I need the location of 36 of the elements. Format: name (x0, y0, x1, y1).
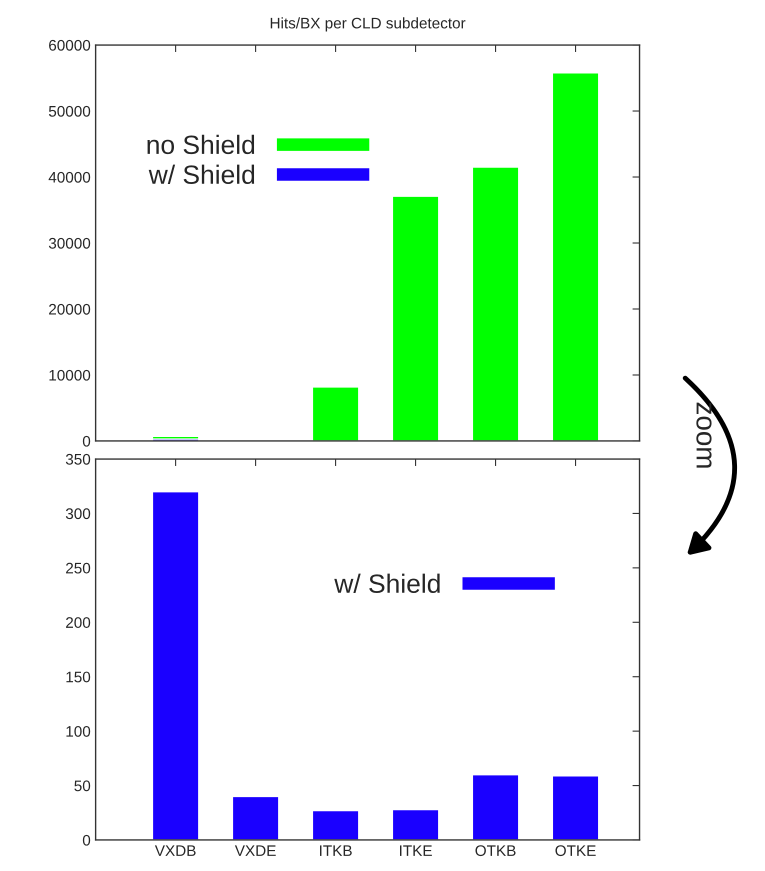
y-tick-label: 50000 (48, 106, 90, 117)
x-tick-label: ITKB (320, 845, 352, 856)
y-tick-label: 40000 (48, 172, 90, 183)
bar (312, 810, 360, 840)
y-tick-label: 350 (66, 454, 90, 465)
bar (152, 490, 200, 840)
y-tick-label: 150 (66, 672, 90, 682)
bar (552, 775, 600, 840)
y-tick-label: 30000 (48, 238, 90, 249)
bar (392, 808, 440, 840)
legend-label: w/ Shield (334, 574, 440, 594)
x-tick-label: OTKE (555, 845, 596, 856)
bar (472, 774, 520, 840)
bar (232, 796, 280, 840)
text: zoom (696, 402, 712, 468)
legend-label: no Shield (148, 134, 254, 154)
x-tick-label: ITKE (400, 845, 432, 856)
bar (312, 386, 360, 441)
bar (392, 195, 440, 441)
y-tick-label: 200 (66, 617, 90, 628)
bar (552, 72, 600, 441)
x-tick-label: VXDE (234, 845, 276, 856)
y-tick-label: 60000 (49, 40, 90, 51)
y-tick-label: 0 (82, 436, 90, 447)
x-tick-label: VXDB (154, 845, 196, 856)
y-tick-label: 50 (74, 780, 90, 792)
y-tick-label: 100 (66, 726, 90, 737)
y-tick-label: 0 (82, 834, 90, 846)
x-tick-label: OTKB (475, 845, 516, 856)
y-tick-label: 10000 (49, 370, 90, 381)
chart-title: Hits/BX per CLD subdetector (270, 17, 466, 32)
legend-label: w/ Shield (148, 164, 254, 184)
y-tick-label: 250 (66, 562, 90, 574)
y-tick-label: 20000 (49, 304, 90, 315)
y-tick-label: 300 (66, 508, 90, 520)
bar (472, 166, 520, 441)
